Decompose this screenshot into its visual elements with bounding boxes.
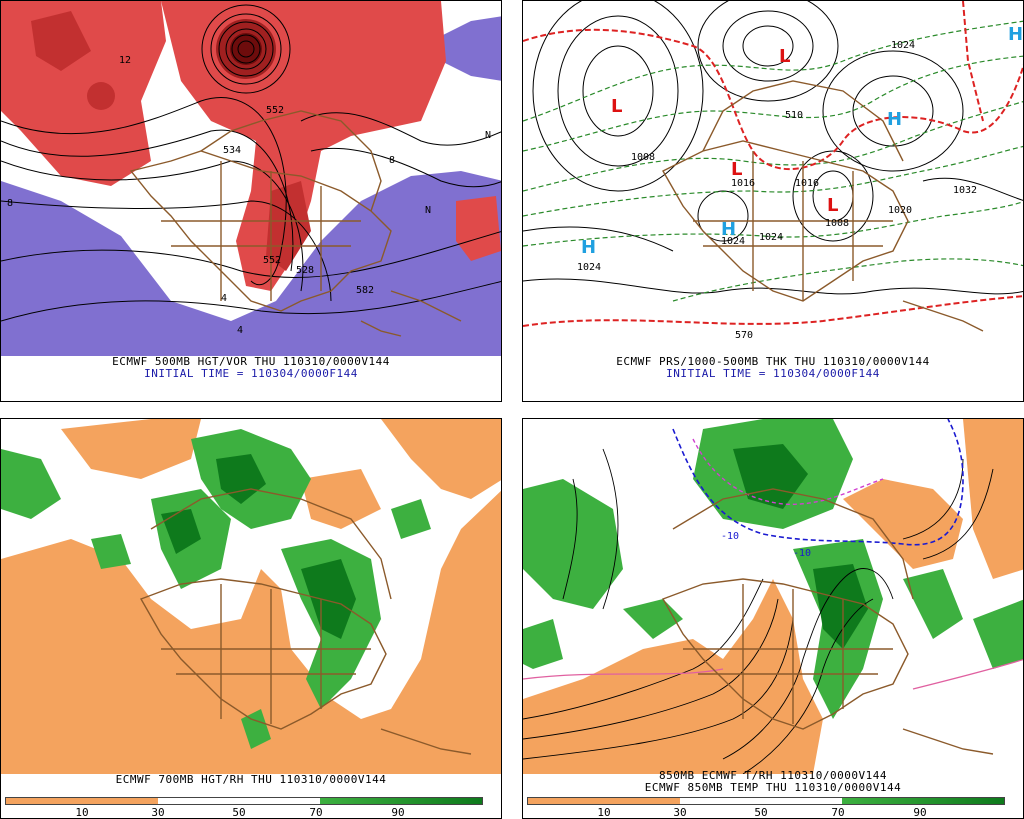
isobar-label: 1008	[631, 152, 656, 163]
panel-caption: 850MB ECMWF T/RH 110310/0000V144	[659, 769, 887, 782]
colorbar-tick-label: 10	[597, 806, 611, 819]
initial-time-label: INITIAL TIME = 110304/0000F144	[666, 367, 880, 380]
colorbar-tick-label: 30	[151, 806, 165, 819]
rh-colorbar	[5, 797, 483, 805]
panel-500mb-hgt-vor: 12 534 552 552 582 528 8 8 4 4 N N ECMWF 500MB HGT/…	[0, 0, 502, 402]
contour-label: N	[485, 130, 492, 141]
isobar-label: 570	[735, 330, 754, 341]
contour-label: 528	[296, 265, 315, 276]
pressure-center-symbol: L	[779, 46, 791, 67]
isobar-label: 1024	[759, 232, 784, 243]
contour-label: 552	[266, 105, 285, 116]
pressure-center-symbol: H	[581, 237, 597, 258]
pressure-center-symbol: H	[721, 219, 737, 240]
contour-label: 4	[221, 293, 228, 304]
panel-caption: ECMWF 700MB HGT/RH THU 110310/0000V144	[115, 773, 387, 786]
colorbar-tick-label: 70	[309, 806, 323, 819]
contour-label: 534	[223, 145, 242, 156]
pressure-center-symbol: L	[731, 159, 743, 180]
panel-caption: ECMWF PRS/1000-500MB THK THU 110310/0000…	[616, 355, 930, 368]
contour-label: N	[425, 205, 432, 216]
isobar-label: 1024	[577, 262, 602, 273]
pressure-center-symbol: L	[611, 96, 623, 117]
colorbar-tick-label: 10	[75, 806, 89, 819]
contour-label: 12	[119, 55, 132, 66]
isobar-label: 1020	[888, 205, 913, 216]
colorbar-tick-label: 90	[391, 806, 405, 819]
colorbar-tick-label: 30	[673, 806, 687, 819]
panel-850mb-t-rh: -10 -10 850MB ECMWF T/RH 110310/0000V144 …	[522, 418, 1024, 819]
isobar-label: 1016	[795, 178, 820, 189]
map-500mb-vorticity	[1, 1, 501, 356]
colorbar-tick-label: 50	[232, 806, 246, 819]
isobar-label: 510	[785, 110, 804, 121]
contour-label: 8	[7, 198, 14, 209]
contour-label: 552	[263, 255, 282, 266]
isobar-label: 1008	[825, 218, 850, 229]
contour-label: 8	[389, 155, 396, 166]
pressure-center-symbol: L	[827, 195, 839, 216]
colorbar-tick-label: 70	[831, 806, 845, 819]
isotherm-label: -10	[793, 548, 812, 559]
map-850mb-t-rh	[523, 419, 1023, 774]
panel-prs-thickness: 1008 1024 1024 1032 1008 1016 1024 1024 1016 570 5…	[522, 0, 1024, 402]
panel-caption-secondary: ECMWF 850MB TEMP THU 110310/0000V144	[644, 781, 902, 794]
map-700mb-rh	[1, 419, 501, 774]
isotherm-label: -10	[721, 531, 740, 542]
isobar-label: 1032	[953, 185, 978, 196]
pressure-center-symbol: H	[1008, 24, 1024, 45]
pressure-center-symbol: H	[887, 109, 903, 130]
map-pressure-thickness	[523, 1, 1023, 356]
contour-label: 582	[356, 285, 375, 296]
panel-caption: ECMWF 500MB HGT/VOR THU 110310/0000V144	[112, 355, 390, 368]
contour-label: 4	[237, 325, 244, 336]
panel-700mb-hgt-rh: ECMWF 700MB HGT/RH THU 110310/0000V144 1…	[0, 418, 502, 819]
initial-time-label: INITIAL TIME = 110304/0000F144	[144, 367, 358, 380]
isobar-label: 1016	[731, 178, 756, 189]
rh-colorbar	[527, 797, 1005, 805]
colorbar-tick-label: 90	[913, 806, 927, 819]
isobar-label: 1024	[721, 236, 746, 247]
isobar-label: 1024	[891, 40, 916, 51]
colorbar-tick-label: 50	[754, 806, 768, 819]
